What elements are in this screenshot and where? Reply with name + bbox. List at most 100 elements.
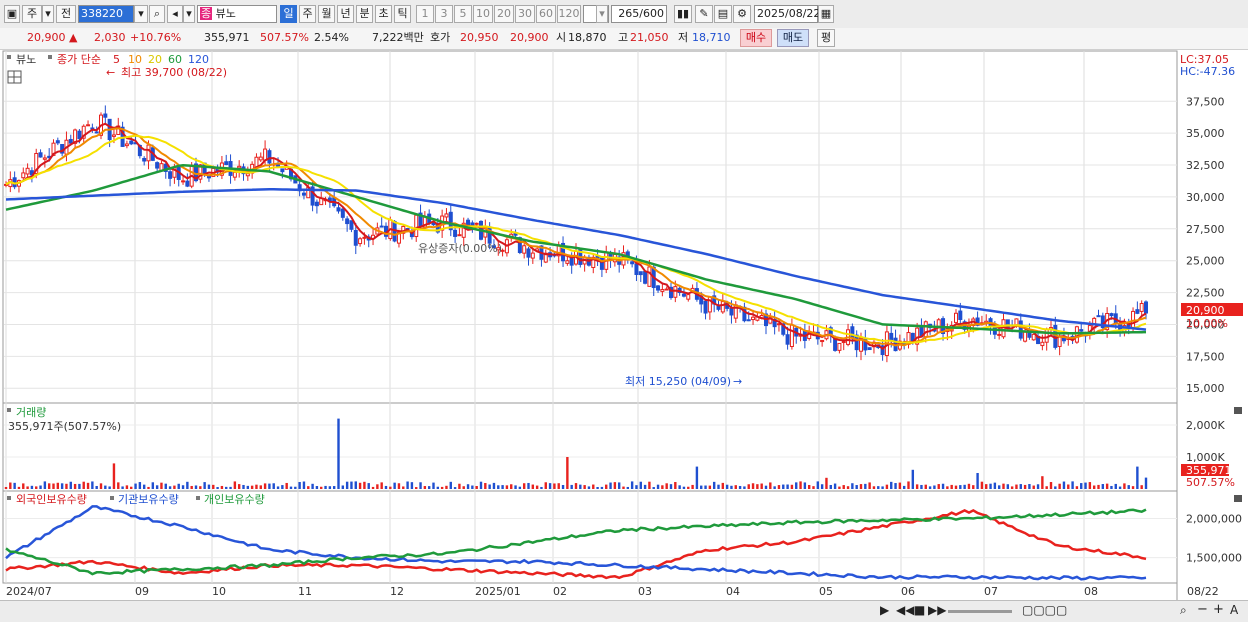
candle xyxy=(34,152,39,174)
chart-tools-icon[interactable]: ▢▢▢▢ xyxy=(1022,603,1068,617)
candle xyxy=(431,222,436,226)
volume-close-icon[interactable] xyxy=(1234,407,1242,414)
period-tick-button[interactable]: 틱 xyxy=(394,5,411,23)
period-year-button[interactable]: 년 xyxy=(337,5,354,23)
volume-bar xyxy=(190,485,193,489)
volume-bar xyxy=(225,486,228,489)
legend-ma5: 5 xyxy=(113,53,120,66)
max-arrow: ← xyxy=(106,66,115,79)
volume-bar xyxy=(928,486,932,489)
zoom-out-icon[interactable]: − xyxy=(1197,602,1208,617)
interval-5-button[interactable]: 5 xyxy=(454,5,472,23)
volume-bar xyxy=(760,483,763,489)
volume-ratio: 507.57% xyxy=(260,31,309,44)
interval-10-button[interactable]: 10 xyxy=(473,5,493,23)
candle xyxy=(746,319,751,322)
volume-bar xyxy=(427,486,431,489)
chart-area[interactable]: 15,000 17,500 20,000 22,500 25,000 27,500 30,0… xyxy=(0,49,1248,600)
stock-code-input[interactable]: 338220 xyxy=(78,5,134,23)
volume-bar xyxy=(13,482,16,489)
stop-icon[interactable]: ■ xyxy=(914,603,926,617)
y-tick-label: 2,000K xyxy=(1186,419,1225,432)
period-minute-button[interactable]: 분 xyxy=(356,5,373,23)
volume-bar xyxy=(855,485,858,489)
candle xyxy=(142,157,147,162)
volume-bar xyxy=(881,486,884,489)
type-stock-button[interactable]: 주 xyxy=(22,5,42,23)
candle xyxy=(163,163,168,172)
layout-icon[interactable]: ▣ xyxy=(4,5,20,23)
volume-bar xyxy=(73,483,77,489)
volume-bar xyxy=(86,482,90,489)
zoom-in-icon[interactable]: + xyxy=(1213,602,1224,617)
chevron-down-icon[interactable]: ▾ xyxy=(42,5,54,23)
zoom-icon[interactable]: ⌕ xyxy=(1180,603,1187,617)
interval-20-button[interactable]: 20 xyxy=(494,5,514,23)
interval-60-button[interactable]: 60 xyxy=(536,5,556,23)
type-all-button[interactable]: 전 xyxy=(56,5,76,23)
code-dropdown-icon[interactable]: ▾ xyxy=(134,5,148,23)
font-size-icon[interactable]: A xyxy=(1230,603,1239,617)
sell-button[interactable]: 매도 xyxy=(777,29,809,47)
legend-institution: 기관보유수량 xyxy=(118,493,179,506)
chevron-down-icon-2[interactable]: ▾ xyxy=(183,5,195,23)
candle xyxy=(630,261,635,265)
volume-bar xyxy=(846,486,850,489)
scroll-slider[interactable] xyxy=(948,610,1012,613)
legend-stock-name: 뷰노 xyxy=(16,53,36,66)
volume-bar xyxy=(989,483,992,489)
candle xyxy=(669,286,673,299)
calendar-icon[interactable]: ▦ xyxy=(818,5,834,23)
volume-bar xyxy=(1071,481,1074,489)
interval-1-button[interactable]: 1 xyxy=(416,5,434,23)
candle xyxy=(181,180,186,183)
interval-120-button[interactable]: 120 xyxy=(557,5,581,23)
volume-bar xyxy=(1123,483,1126,489)
interval-dropdown-icon[interactable]: ▾ xyxy=(596,5,608,23)
volume-bar xyxy=(877,486,880,489)
scroll-right-icon[interactable]: ▶ xyxy=(880,603,890,617)
interval-30-button[interactable]: 30 xyxy=(515,5,535,23)
count-field[interactable]: 265/600 xyxy=(611,5,667,23)
legend-series-label: 종가 단순 xyxy=(57,53,101,66)
period-second-button[interactable]: 초 xyxy=(375,5,392,23)
buy-button[interactable]: 매수 xyxy=(740,29,772,47)
period-month-button[interactable]: 월 xyxy=(318,5,335,23)
draw-line-icon[interactable]: ✎ xyxy=(695,5,713,23)
volume-bar xyxy=(207,484,211,489)
volume-bar xyxy=(665,483,668,489)
volume-bar xyxy=(548,483,552,489)
period-day-button[interactable]: 일 xyxy=(280,5,297,23)
volume-bar xyxy=(449,481,452,489)
volume-bar xyxy=(406,481,409,489)
y-tick-label: 27,500 xyxy=(1186,223,1225,236)
sound-icon[interactable]: ◂ xyxy=(167,5,183,23)
ma20-line xyxy=(5,134,1147,344)
gear-icon[interactable]: ⚙ xyxy=(733,5,751,23)
save-icon[interactable]: ▤ xyxy=(714,5,732,23)
period-week-button[interactable]: 주 xyxy=(299,5,316,23)
rewind-icon[interactable]: ◀◀ xyxy=(896,603,915,617)
volume-bar xyxy=(1045,486,1048,489)
date-field[interactable]: 2025/08/22 xyxy=(754,5,820,23)
volume-bar xyxy=(1006,484,1010,489)
candle-type-icon[interactable]: ▮▮ xyxy=(674,5,692,23)
search-icon[interactable]: ⌕ xyxy=(149,5,165,23)
candle xyxy=(42,157,47,160)
candle xyxy=(1144,301,1148,314)
fast-forward-icon[interactable]: ▶▶ xyxy=(928,603,947,617)
volume-bar xyxy=(786,484,789,489)
volume-bar xyxy=(367,483,370,489)
x-tick-label: 2024/07 xyxy=(6,585,52,598)
y-tick-label: 20,000 xyxy=(1186,318,1225,331)
holdings-close-icon[interactable] xyxy=(1234,495,1242,502)
volume-bar xyxy=(43,481,47,489)
interval-3-button[interactable]: 3 xyxy=(435,5,453,23)
current-price: 20,900 ▲ xyxy=(27,31,78,44)
volume-bar xyxy=(518,486,522,489)
volume-bar xyxy=(682,486,686,489)
stock-name-field[interactable]: 종 뷰노 xyxy=(197,5,277,23)
avg-button[interactable]: 평 xyxy=(817,29,835,47)
volume-bar xyxy=(95,485,98,489)
volume-bar xyxy=(1054,486,1057,489)
